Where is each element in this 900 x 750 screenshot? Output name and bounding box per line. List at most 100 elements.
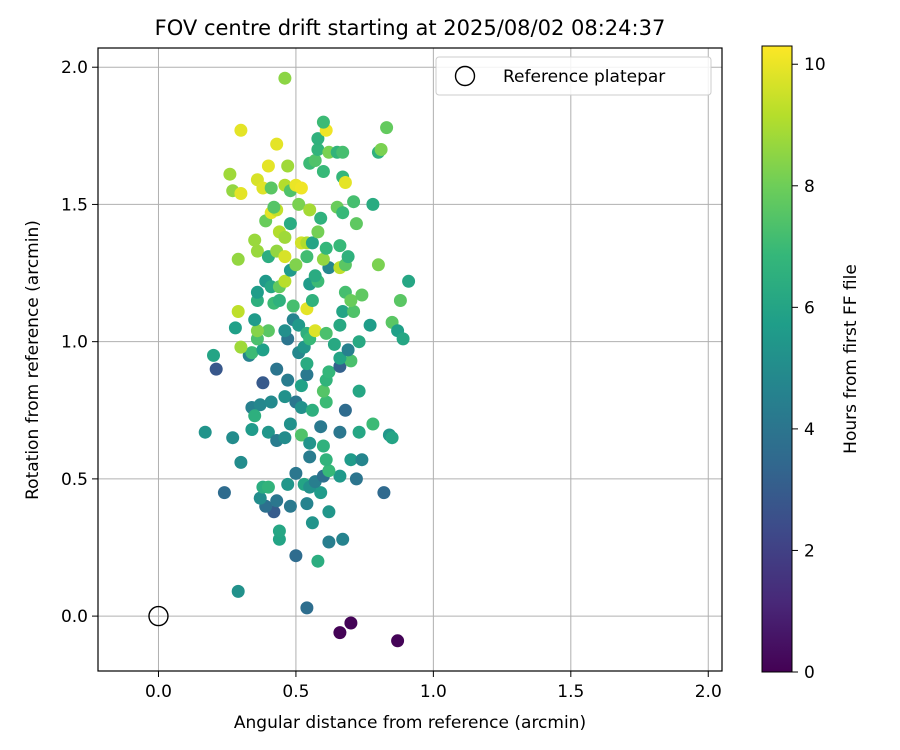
x-tick-label: 1.0 — [420, 682, 447, 702]
data-point — [355, 453, 369, 467]
plot-area — [98, 48, 722, 671]
data-point — [355, 288, 369, 302]
data-point — [278, 324, 292, 338]
data-point — [261, 425, 275, 439]
data-point — [322, 464, 336, 478]
x-tick-label: 1.5 — [557, 682, 584, 702]
data-point — [250, 285, 264, 299]
data-point — [261, 159, 275, 173]
data-point — [316, 439, 330, 453]
y-axis-label: Rotation from reference (arcmin) — [23, 220, 43, 500]
data-point — [366, 417, 380, 431]
data-point — [371, 258, 385, 272]
data-point — [363, 318, 377, 332]
reference-platepar-marker — [148, 605, 169, 627]
data-point — [396, 332, 410, 346]
data-point — [366, 197, 380, 211]
data-point — [319, 241, 333, 255]
data-point — [300, 601, 314, 615]
data-point — [248, 233, 262, 247]
data-point — [308, 324, 322, 338]
data-point — [311, 554, 325, 568]
data-point — [311, 143, 325, 156]
data-point — [289, 258, 303, 272]
data-point — [319, 453, 333, 467]
data-point — [289, 466, 303, 480]
data-point — [234, 123, 248, 137]
data-point — [250, 244, 264, 258]
x-axis-label: Angular distance from reference (arcmin) — [234, 713, 586, 733]
data-point — [294, 181, 308, 195]
data-point — [336, 532, 350, 546]
data-point — [300, 250, 314, 264]
data-point — [344, 354, 358, 368]
data-point — [253, 491, 267, 505]
data-point — [278, 431, 292, 445]
data-point — [333, 425, 347, 439]
data-point — [341, 250, 355, 264]
data-point — [322, 505, 336, 519]
data-point — [198, 425, 212, 439]
data-point — [283, 217, 297, 231]
colorbar-tick-label: 10 — [804, 55, 826, 75]
data-point — [402, 274, 416, 288]
legend: Reference platepar — [435, 56, 712, 96]
data-point — [228, 321, 242, 335]
data-point — [234, 340, 248, 354]
data-point — [344, 453, 358, 467]
data-point — [347, 305, 361, 318]
data-point — [272, 294, 286, 307]
data-point — [209, 362, 223, 376]
data-point — [336, 206, 350, 220]
data-point — [281, 373, 295, 387]
data-point — [281, 477, 295, 491]
legend-box — [435, 56, 712, 96]
data-point — [380, 121, 394, 135]
data-point — [267, 200, 281, 214]
data-point — [272, 524, 286, 538]
y-axis-ticks: 0.0 0.5 1.0 1.5 2.0 — [61, 58, 98, 627]
data-point — [278, 71, 292, 85]
legend-entry-label: Reference platepar — [503, 67, 665, 87]
data-point — [352, 335, 366, 349]
data-point — [319, 395, 333, 409]
data-point — [231, 584, 245, 598]
data-point — [300, 497, 314, 511]
data-point — [314, 420, 328, 434]
data-point — [336, 145, 350, 159]
data-point — [250, 324, 264, 338]
data-point — [231, 252, 245, 266]
data-point — [300, 357, 314, 371]
data-point — [316, 252, 330, 266]
plot-frame — [97, 47, 723, 672]
colorbar-tick-label: 4 — [804, 420, 815, 440]
colorbar-gradient — [761, 45, 793, 673]
data-point — [270, 137, 284, 151]
data-point — [226, 431, 240, 445]
data-point — [344, 294, 358, 307]
data-point — [286, 299, 300, 313]
data-point — [352, 384, 366, 398]
data-point — [248, 409, 262, 423]
data-point — [283, 417, 297, 431]
data-point — [344, 616, 358, 630]
y-tick-label: 2.0 — [61, 58, 88, 78]
data-point — [270, 362, 284, 376]
data-point — [264, 181, 278, 195]
data-point — [314, 211, 328, 225]
y-tick-label: 0.0 — [61, 607, 88, 627]
y-tick-label: 1.5 — [61, 195, 88, 215]
data-point — [281, 159, 295, 173]
data-point — [305, 403, 319, 417]
data-point — [391, 634, 405, 648]
data-point — [377, 486, 391, 500]
colorbar-tick-label: 0 — [804, 663, 815, 683]
data-point — [341, 343, 355, 357]
data-point — [393, 294, 407, 307]
data-point — [333, 239, 347, 253]
data-point — [349, 217, 363, 231]
data-point — [308, 154, 322, 167]
colorbar-ticks: 0 2 4 6 8 10 — [792, 55, 826, 683]
data-point — [256, 343, 270, 357]
data-point — [292, 197, 306, 211]
